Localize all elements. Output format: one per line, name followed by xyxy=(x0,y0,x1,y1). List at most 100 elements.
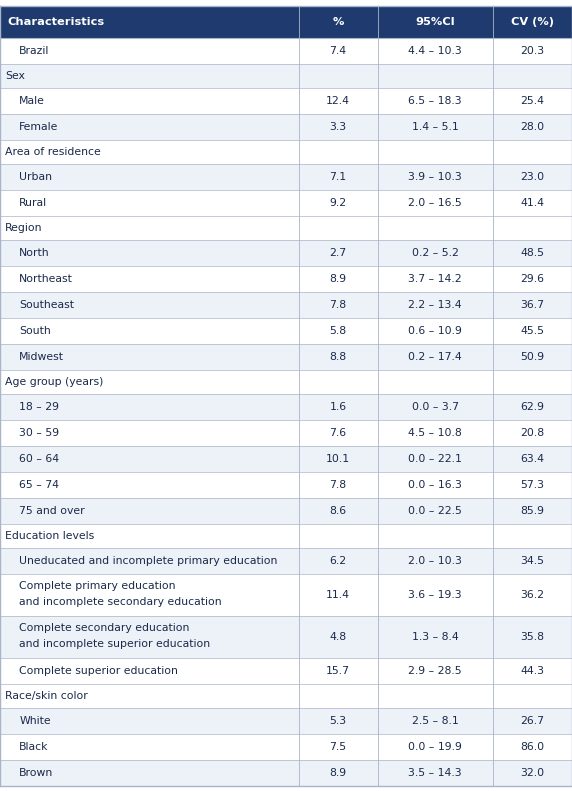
Text: 86.0: 86.0 xyxy=(521,742,545,752)
Text: 36.7: 36.7 xyxy=(521,300,545,310)
Bar xyxy=(0,548,572,574)
Text: Sex: Sex xyxy=(5,71,25,81)
Text: 6.5 – 18.3: 6.5 – 18.3 xyxy=(408,96,462,106)
Text: 6.2: 6.2 xyxy=(329,556,347,566)
Text: 3.5 – 14.3: 3.5 – 14.3 xyxy=(408,768,462,778)
Text: 3.9 – 10.3: 3.9 – 10.3 xyxy=(408,172,462,182)
Text: 48.5: 48.5 xyxy=(521,248,545,258)
Text: 50.9: 50.9 xyxy=(521,352,545,362)
Text: and incomplete superior education: and incomplete superior education xyxy=(19,638,210,649)
Text: 3.3: 3.3 xyxy=(329,122,347,132)
Text: 0.0 – 19.9: 0.0 – 19.9 xyxy=(408,742,462,752)
Text: 2.9 – 28.5: 2.9 – 28.5 xyxy=(408,666,462,676)
Text: 44.3: 44.3 xyxy=(521,666,545,676)
Text: 0.0 – 3.7: 0.0 – 3.7 xyxy=(412,402,459,412)
Text: 0.6 – 10.9: 0.6 – 10.9 xyxy=(408,326,462,336)
Text: 60 – 64: 60 – 64 xyxy=(19,454,59,464)
Text: 41.4: 41.4 xyxy=(521,198,545,208)
Bar xyxy=(0,370,572,394)
Text: 75 and over: 75 and over xyxy=(19,506,85,516)
Text: 7.6: 7.6 xyxy=(329,428,347,438)
Text: 20.3: 20.3 xyxy=(521,46,545,56)
Text: 9.2: 9.2 xyxy=(329,198,347,208)
Text: 12.4: 12.4 xyxy=(326,96,350,106)
Text: 4.4 – 10.3: 4.4 – 10.3 xyxy=(408,46,462,56)
Text: 28.0: 28.0 xyxy=(521,122,545,132)
Text: 3.7 – 14.2: 3.7 – 14.2 xyxy=(408,274,462,284)
Bar xyxy=(0,394,572,420)
Text: and incomplete secondary education: and incomplete secondary education xyxy=(19,596,222,607)
Bar xyxy=(0,64,572,88)
Text: Uneducated and incomplete primary education: Uneducated and incomplete primary educat… xyxy=(19,556,277,566)
Text: 8.8: 8.8 xyxy=(329,352,347,362)
Text: 11.4: 11.4 xyxy=(326,590,350,600)
Text: 7.5: 7.5 xyxy=(329,742,347,752)
Text: Rural: Rural xyxy=(19,198,47,208)
Text: 25.4: 25.4 xyxy=(521,96,545,106)
Bar xyxy=(0,216,572,240)
Text: 15.7: 15.7 xyxy=(326,666,350,676)
Text: 1.3 – 8.4: 1.3 – 8.4 xyxy=(412,632,459,642)
Text: 23.0: 23.0 xyxy=(521,172,545,182)
Bar xyxy=(0,498,572,524)
Text: 0.2 – 17.4: 0.2 – 17.4 xyxy=(408,352,462,362)
Bar xyxy=(0,6,572,38)
Text: 2.5 – 8.1: 2.5 – 8.1 xyxy=(412,716,459,726)
Text: Area of residence: Area of residence xyxy=(5,147,101,157)
Text: 7.1: 7.1 xyxy=(329,172,347,182)
Text: Age group (years): Age group (years) xyxy=(5,377,104,387)
Text: Urban: Urban xyxy=(19,172,52,182)
Bar xyxy=(0,88,572,114)
Text: 8.9: 8.9 xyxy=(329,274,347,284)
Text: 18 – 29: 18 – 29 xyxy=(19,402,59,412)
Text: 34.5: 34.5 xyxy=(521,556,545,566)
Text: 1.6: 1.6 xyxy=(329,402,347,412)
Bar xyxy=(0,658,572,684)
Text: 95%CI: 95%CI xyxy=(415,17,455,27)
Bar xyxy=(0,266,572,292)
Text: 5.8: 5.8 xyxy=(329,326,347,336)
Text: 3.6 – 19.3: 3.6 – 19.3 xyxy=(408,590,462,600)
Text: Female: Female xyxy=(19,122,59,132)
Text: South: South xyxy=(19,326,51,336)
Text: 5.3: 5.3 xyxy=(329,716,347,726)
Bar xyxy=(0,684,572,708)
Text: 29.6: 29.6 xyxy=(521,274,545,284)
Text: CV (%): CV (%) xyxy=(511,17,554,27)
Text: Southeast: Southeast xyxy=(19,300,74,310)
Text: 4.5 – 10.8: 4.5 – 10.8 xyxy=(408,428,462,438)
Text: 2.0 – 16.5: 2.0 – 16.5 xyxy=(408,198,462,208)
Bar xyxy=(0,114,572,140)
Text: 65 – 74: 65 – 74 xyxy=(19,480,59,490)
Text: 45.5: 45.5 xyxy=(521,326,545,336)
Bar xyxy=(0,734,572,760)
Text: 63.4: 63.4 xyxy=(521,454,545,464)
Bar xyxy=(0,616,572,658)
Text: 7.4: 7.4 xyxy=(329,46,347,56)
Text: 0.0 – 16.3: 0.0 – 16.3 xyxy=(408,480,462,490)
Text: 0.0 – 22.1: 0.0 – 22.1 xyxy=(408,454,462,464)
Text: Brown: Brown xyxy=(19,768,54,778)
Text: Region: Region xyxy=(5,223,42,233)
Bar xyxy=(0,574,572,616)
Text: 1.4 – 5.1: 1.4 – 5.1 xyxy=(412,122,459,132)
Text: Male: Male xyxy=(19,96,45,106)
Bar xyxy=(0,472,572,498)
Text: 8.9: 8.9 xyxy=(329,768,347,778)
Text: 32.0: 32.0 xyxy=(521,768,545,778)
Text: 20.8: 20.8 xyxy=(521,428,545,438)
Text: North: North xyxy=(19,248,50,258)
Bar xyxy=(0,708,572,734)
Text: Characteristics: Characteristics xyxy=(7,17,104,27)
Bar xyxy=(0,760,572,786)
Bar xyxy=(0,190,572,216)
Text: Northeast: Northeast xyxy=(19,274,73,284)
Text: 7.8: 7.8 xyxy=(329,300,347,310)
Text: Race/skin color: Race/skin color xyxy=(5,691,88,701)
Bar xyxy=(0,446,572,472)
Text: 26.7: 26.7 xyxy=(521,716,545,726)
Text: Complete superior education: Complete superior education xyxy=(19,666,178,676)
Bar xyxy=(0,240,572,266)
Bar xyxy=(0,318,572,344)
Text: %: % xyxy=(332,17,344,27)
